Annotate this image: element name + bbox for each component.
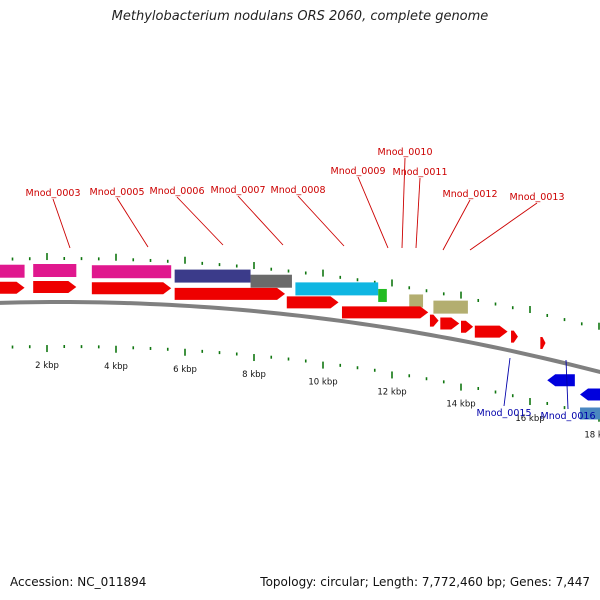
gene-label: Mnod_0003 [26,188,81,199]
scale-label: 16 kbp [515,414,544,424]
tick-marks-top [11,253,600,330]
scale-label: 8 kbp [242,370,266,380]
gene-arrow [341,306,429,319]
topology-label: Topology: [260,575,317,589]
genes-label: Genes: [509,575,552,589]
gene-arrow [461,320,474,333]
label-leader-line [503,357,511,407]
label-leader-line [401,157,406,249]
gene-label: Mnod_0006 [150,186,205,197]
feature-box [409,294,424,308]
gene-label: Mnod_0013 [510,192,565,203]
gene-arrow [511,330,518,343]
feature-box [580,407,600,420]
label-leader-line [469,202,538,251]
feature-box [250,274,292,288]
genome-summary: Topology: circular; Length: 7,772,460 bp… [260,575,590,589]
feature-track-forward [0,264,468,314]
gene-arrow [286,296,339,309]
label-leader-line [237,195,284,246]
scale-label: 4 kbp [104,362,128,372]
gene-label: Mnod_0016 [541,411,596,422]
genome-backbone [0,299,600,375]
gene-label: Mnod_0008 [271,185,326,196]
gene-arrow [91,282,172,295]
feature-box [33,264,77,278]
gene-track-reverse [547,374,600,401]
map-title: Methylobacterium nodulans ORS 2060, comp… [111,9,489,24]
feature-box [91,265,172,279]
gene-label: Mnod_0012 [443,189,498,200]
gene-label: Mnod_0010 [378,147,433,158]
scale-label: 10 kbp [308,378,337,388]
accession-info: Accession: NC_011894 [10,575,146,589]
scale-label: 6 kbp [173,365,197,375]
feature-box [378,288,387,302]
length-value: 7,772,460 bp; [421,575,507,589]
scale-label: 2 kbp [35,361,59,371]
label-leader-line [442,199,471,251]
gene-arrow [580,388,600,401]
gene-arrow [540,336,546,349]
label-leader-line [52,198,71,249]
scale-label: 18 kbp [584,431,600,441]
gene-arrow [440,317,460,330]
length-label: Length: [372,575,419,589]
accession-value: NC_011894 [77,575,147,589]
scale-labels: 2 kbp 4 kbp 6 kbp 8 kbp 10 kbp 12 kbp 14 kbp 16… [35,361,600,441]
label-leader-line [357,176,389,249]
scale-label: 12 kbp [377,387,406,397]
label-leader-line [116,197,149,248]
feature-track-reverse [580,407,600,420]
gene-label: Mnod_0007 [211,185,266,196]
gene-label: Mnod_0005 [90,187,145,198]
gene-arrow [174,287,286,300]
label-leader-line [297,195,345,247]
gene-arrow [0,281,25,294]
genes-value: 7,447 [555,575,590,589]
gene-arrow [429,314,439,327]
gene-track-forward [0,281,546,349]
gene-label: Mnod_0009 [331,166,386,177]
label-leader-line [415,177,421,249]
topology-value: circular; [320,575,369,589]
gene-label: Mnod_0011 [393,167,448,178]
label-leader-line [565,359,569,410]
gene-label: Mnod_0015 [477,408,532,419]
scale-label: 14 kbp [446,400,475,410]
accession-label: Accession: [10,575,74,589]
gene-arrow [33,281,77,294]
gene-labels: Mnod_0003 Mnod_0005 Mnod_0006 Mnod_0007 Mnod… [26,147,596,422]
feature-box [174,269,251,283]
feature-box [433,300,468,314]
gene-arrow [474,325,508,338]
feature-box [0,264,25,278]
label-leader-line [176,196,224,246]
feature-box [295,282,379,296]
gene-arrow [547,374,575,387]
